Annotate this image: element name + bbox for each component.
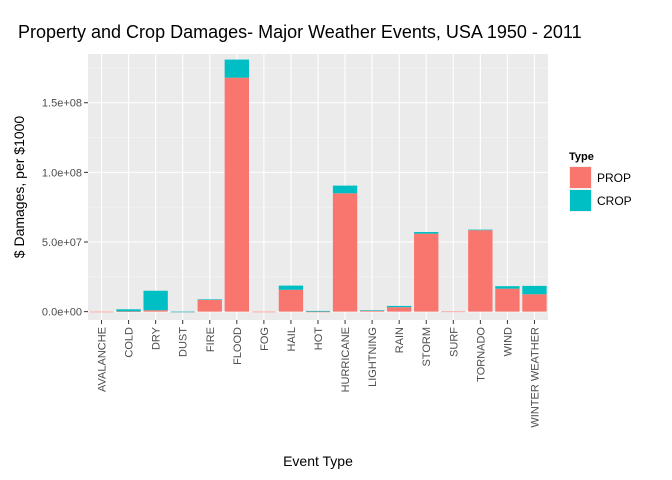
bar-crop [387, 305, 412, 308]
y-tick-label: 1.5e+08 [42, 98, 82, 110]
bar-prop [89, 311, 114, 313]
legend-swatch-prop [570, 167, 591, 188]
bar-prop [143, 310, 168, 312]
x-tick-label: HOT [313, 327, 325, 351]
x-tick-label: HURRICANE [340, 327, 352, 392]
bar-prop [441, 311, 466, 313]
y-axis-title: $ Damages, per $1000 [11, 116, 27, 259]
legend: Type PROP CROP [569, 151, 632, 212]
x-tick-label: WINTER WEATHER [529, 327, 541, 428]
bar-crop [305, 310, 331, 312]
bar-crop [116, 309, 141, 312]
x-tick-label: FIRE [205, 327, 217, 352]
x-tick-label: AVALANCHE [97, 327, 109, 392]
x-tick-label: SURF [448, 327, 460, 357]
bar-prop [332, 193, 358, 312]
x-axis-title: Event Type [283, 453, 353, 469]
bars [89, 59, 547, 313]
x-tick-label: FLOOD [232, 327, 244, 365]
bar-crop [197, 299, 222, 300]
bar-prop [522, 294, 547, 312]
y-tick-label: 1.0e+08 [42, 167, 82, 179]
bar-crop [143, 290, 168, 311]
x-tick-label: RAIN [394, 327, 406, 353]
bar-crop [414, 231, 439, 234]
bar-crop [359, 310, 385, 311]
y-tick-label: 5.0e+07 [42, 237, 82, 249]
bar-prop [278, 289, 304, 312]
bar-crop [332, 185, 358, 194]
y-tick-label: 0.0e+00 [42, 307, 82, 319]
x-tick-label: TORNADO [475, 327, 487, 382]
x-tick-label: DUST [178, 327, 190, 357]
legend-label-prop: PROP [597, 171, 631, 185]
bar-crop [224, 59, 249, 78]
bar-prop [116, 311, 141, 312]
bar-prop [305, 311, 331, 313]
bar-crop [468, 229, 493, 231]
chart-title: Property and Crop Damages- Major Weather… [18, 22, 582, 42]
bar-crop [278, 285, 304, 290]
bar-prop [224, 77, 249, 312]
x-tick-label: HAIL [286, 327, 298, 351]
y-axis: 0.0e+00 5.0e+07 1.0e+08 1.5e+08 [42, 98, 88, 319]
x-tick-label: WIND [502, 327, 514, 356]
x-tick-label: STORM [421, 327, 433, 367]
bar-prop [197, 299, 222, 312]
legend-title: Type [569, 151, 594, 163]
bar-prop [495, 288, 520, 312]
x-tick-label: FOG [259, 327, 271, 351]
x-tick-label: LIGHTNING [367, 327, 379, 387]
bar-prop [359, 310, 385, 312]
x-tick-label: DRY [151, 326, 163, 350]
bar-prop [468, 230, 493, 312]
x-axis: AVALANCHE COLD DRY DUST FIRE FLOOD FOG HAIL HOT H… [97, 320, 541, 428]
bar-crop [522, 285, 547, 295]
x-tick-label: COLD [124, 327, 136, 358]
bar-crop [495, 286, 520, 289]
bar-prop [251, 311, 277, 313]
bar-prop [387, 307, 412, 312]
grid [88, 54, 548, 320]
bar-prop [414, 233, 439, 312]
bar-crop [170, 311, 195, 313]
legend-swatch-crop [570, 190, 591, 211]
legend-label-crop: CROP [597, 194, 632, 208]
